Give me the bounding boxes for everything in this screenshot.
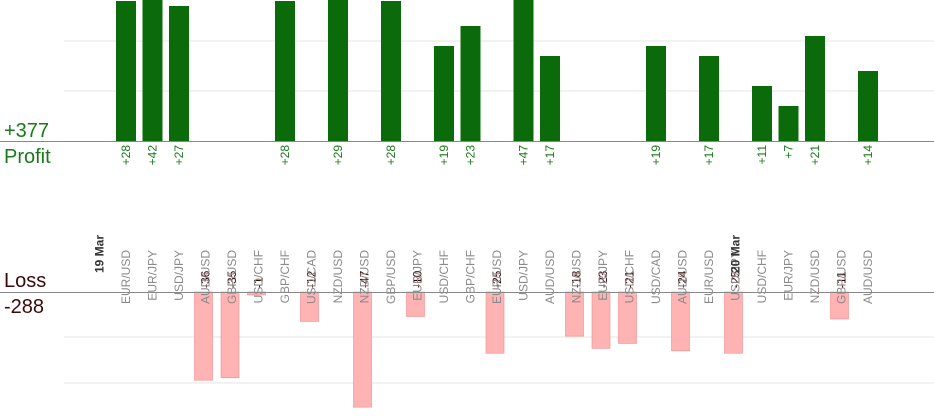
loss-value-label: -36 xyxy=(199,270,213,288)
loss-value-label: -23 xyxy=(596,270,610,288)
loss-value-label: -21 xyxy=(623,270,637,288)
pair-label: AUD/USD xyxy=(676,250,690,304)
pair-label: NZD/USD xyxy=(808,250,822,304)
profit-bar xyxy=(116,1,136,141)
date-label: 20 Mar xyxy=(729,235,743,273)
pair-label: GBP/CHF xyxy=(278,250,292,303)
loss-value-label: -47 xyxy=(358,270,372,288)
loss-value-label: -10 xyxy=(411,270,425,288)
profit-value-label: +42 xyxy=(146,145,160,166)
loss-value-label: -12 xyxy=(305,270,319,288)
pair-label: NZD/USD xyxy=(570,250,584,304)
pair-label: EUR/USD xyxy=(119,250,133,304)
profit-bar xyxy=(752,86,772,141)
loss-value-label: -25 xyxy=(729,270,743,288)
profit-value-label: +11 xyxy=(755,145,769,165)
profit-value-labels: +28 +42 +27 +28 +29 +28 +19 +23 +47 +17 +19 +17 +11 +… xyxy=(119,145,875,166)
profit-bars xyxy=(116,0,878,141)
profit-bar xyxy=(434,46,454,141)
profit-bar xyxy=(328,0,348,141)
profit-value-label: +21 xyxy=(808,145,822,166)
loss-bar xyxy=(353,291,372,408)
profit-bar xyxy=(646,46,666,141)
profit-label: Profit xyxy=(4,146,51,168)
pair-label: USD/JPY xyxy=(172,250,186,301)
date-labels: 19 Mar 20 Mar xyxy=(93,235,743,273)
pair-label: USD/CHF xyxy=(623,250,637,303)
pair-label: USD/JPY xyxy=(517,250,531,301)
profit-bar xyxy=(460,26,481,141)
pair-label: USD/CAD xyxy=(649,250,663,304)
pair-label: USD/CHF xyxy=(252,250,266,303)
pair-label: GBP/USD xyxy=(225,250,239,304)
pair-label: USD/CHF xyxy=(437,250,451,303)
profit-bar xyxy=(169,6,189,141)
profit-value-label: +7 xyxy=(782,145,796,159)
pair-label: AUD/USD xyxy=(861,250,875,304)
profit-value-label: +17 xyxy=(543,145,557,166)
pair-label: EUR/JPY xyxy=(411,250,425,301)
pair-label: AUD/USD xyxy=(543,250,557,304)
loss-value-label: -18 xyxy=(570,270,584,288)
pair-label: USD/CHF xyxy=(755,250,769,303)
profit-bar xyxy=(142,0,163,141)
pair-label: EUR/JPY xyxy=(596,250,610,301)
pair-label: EUR/JPY xyxy=(782,250,796,301)
loss-total: -288 xyxy=(4,296,44,318)
pair-label: NZD/USD xyxy=(358,250,372,304)
profit-bar xyxy=(699,56,719,141)
date-label: 19 Mar xyxy=(93,235,107,273)
loss-value-label: -24 xyxy=(676,270,690,288)
loss-value-labels: -36 -35 -1 -12 -47 -10 -25 -18 -23 -21 -24 -25 -11 xyxy=(199,270,849,288)
profit-bar xyxy=(513,0,534,141)
loss-label: Loss xyxy=(4,270,46,292)
pair-label: EUR/JPY xyxy=(146,250,160,301)
pair-labels: EUR/USD EUR/JPY USD/JPY AUD/USD GBP/USD USD/C… xyxy=(119,250,875,304)
pair-label: NZD/USD xyxy=(331,250,345,304)
profit-value-label: +19 xyxy=(437,145,451,166)
loss-bars xyxy=(194,291,849,408)
loss-value-label: -35 xyxy=(225,270,239,288)
pair-label: USD/JPY xyxy=(729,250,743,301)
pair-label: GBP/USD xyxy=(384,250,398,304)
pair-label: USD/CAD xyxy=(305,250,319,304)
pair-label: EUR/USD xyxy=(702,250,716,304)
profit-value-label: +27 xyxy=(172,145,186,166)
loss-bar xyxy=(194,291,213,381)
profit-value-label: +19 xyxy=(649,145,663,166)
profit-value-label: +28 xyxy=(278,145,292,166)
profit-bar xyxy=(858,71,878,141)
loss-value-label: -11 xyxy=(835,271,849,288)
loss-value-label: -25 xyxy=(490,270,504,288)
pair-label: AUD/USD xyxy=(199,250,213,304)
profit-value-label: +17 xyxy=(702,145,716,166)
pair-label: GBP/CHF xyxy=(464,250,478,303)
profit-value-label: +14 xyxy=(861,145,875,166)
pair-label: EUR/USD xyxy=(490,250,504,304)
profit-bar xyxy=(540,56,560,141)
profit-bar xyxy=(381,1,401,141)
profit-value-label: +28 xyxy=(384,145,398,166)
profit-total: +377 xyxy=(4,120,49,142)
profit-bar xyxy=(778,106,799,141)
profit-bar xyxy=(275,1,295,141)
profit-value-label: +47 xyxy=(517,145,531,166)
profit-value-label: +28 xyxy=(119,145,133,166)
profit-bar xyxy=(805,36,825,141)
profit-value-label: +23 xyxy=(464,145,478,166)
loss-value-label: -1 xyxy=(252,277,266,288)
pair-label: GBP/USD xyxy=(835,250,849,304)
profit-value-label: +29 xyxy=(331,145,345,166)
